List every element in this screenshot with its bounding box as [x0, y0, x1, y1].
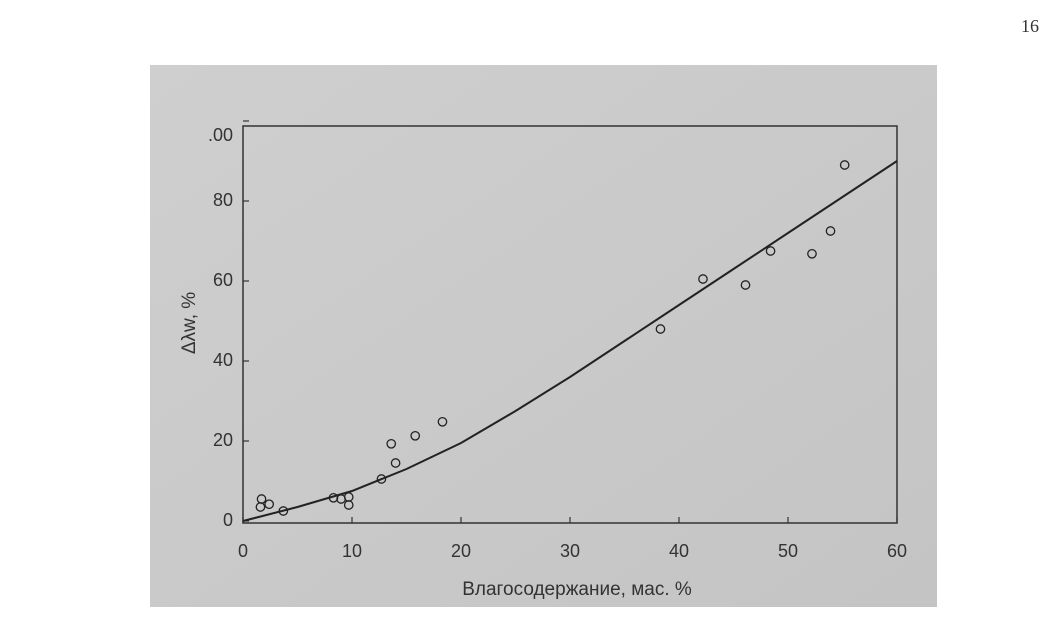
y-tick-label: 40 [213, 350, 233, 370]
x-tick-label: 0 [238, 541, 248, 561]
data-point [740, 280, 751, 290]
x-tick-label: 60 [887, 541, 907, 561]
x-tick-label: 10 [342, 541, 362, 561]
y-axis-label: Δλw, % [179, 292, 200, 354]
data-point [376, 474, 387, 484]
x-tick-label: 50 [778, 541, 798, 561]
figure-background [150, 65, 937, 607]
data-point [807, 248, 817, 259]
x-axis-label: Влагосодержание, мас. % [462, 579, 692, 600]
data-point [264, 499, 275, 510]
y-tick-label: .00 [208, 125, 233, 145]
y-tick-label: 20 [213, 430, 233, 450]
x-tick-label: 30 [560, 541, 580, 561]
data-point [437, 416, 448, 427]
x-tick-label: 40 [669, 541, 689, 561]
y-tick-label: 0 [223, 510, 233, 530]
data-point [765, 246, 776, 256]
data-point [343, 500, 354, 510]
data-point [386, 438, 397, 449]
data-point [655, 324, 666, 334]
y-tick-label: 60 [213, 270, 233, 290]
data-point [698, 274, 708, 284]
x-tick-label: 20 [451, 541, 471, 561]
data-point [825, 226, 836, 236]
data-point [410, 430, 421, 441]
page-number: 16 [1021, 16, 1039, 36]
fit-curve [242, 160, 898, 522]
y-tick-label: 80 [213, 190, 233, 210]
data-point [255, 502, 266, 512]
data-point [390, 458, 401, 468]
data-point [839, 160, 850, 170]
